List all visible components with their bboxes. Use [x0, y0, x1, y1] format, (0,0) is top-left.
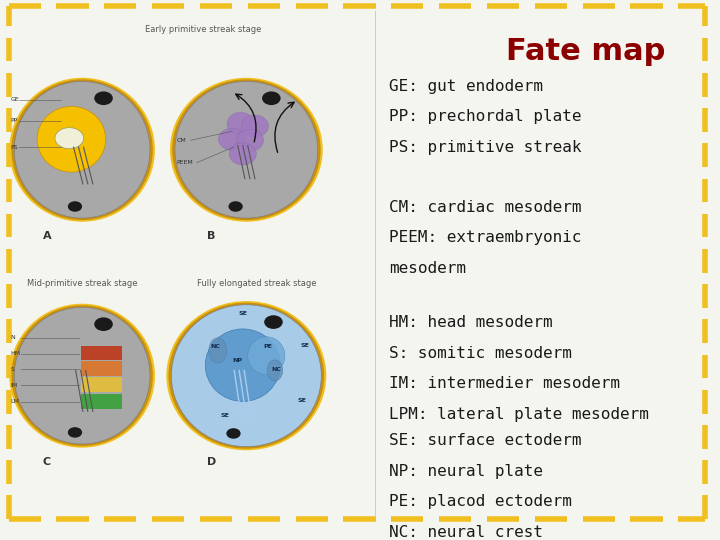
Bar	[81, 361, 122, 376]
Circle shape	[68, 201, 82, 212]
Ellipse shape	[229, 143, 256, 165]
Ellipse shape	[9, 303, 155, 448]
Ellipse shape	[267, 360, 283, 381]
Text: PP: prechordal plate: PP: prechordal plate	[389, 109, 582, 124]
Text: GE: GE	[11, 97, 19, 102]
Text: NC: neural crest: NC: neural crest	[389, 525, 543, 540]
Text: B: B	[207, 232, 215, 241]
Text: CM: CM	[176, 138, 186, 143]
Text: Early primitive streak stage: Early primitive streak stage	[145, 24, 261, 33]
Ellipse shape	[248, 337, 285, 375]
Bar	[81, 394, 122, 409]
Text: Mid-primitive streak stage: Mid-primitive streak stage	[27, 279, 138, 288]
Circle shape	[55, 127, 84, 149]
Ellipse shape	[236, 129, 264, 151]
Text: S: S	[11, 367, 14, 372]
Circle shape	[226, 428, 240, 438]
Ellipse shape	[209, 338, 227, 363]
Text: PEEM: extraembryonic: PEEM: extraembryonic	[389, 230, 582, 245]
Circle shape	[228, 201, 243, 212]
Text: D: D	[207, 457, 216, 467]
Text: PS: primitive streak: PS: primitive streak	[389, 140, 582, 155]
Text: Fate map: Fate map	[506, 37, 665, 66]
Ellipse shape	[37, 106, 106, 172]
Text: NP: neural plate: NP: neural plate	[389, 464, 543, 479]
Bar	[81, 346, 122, 360]
Circle shape	[94, 91, 113, 105]
Text: A: A	[43, 232, 51, 241]
Text: PP: PP	[11, 118, 18, 123]
Text: SE: SE	[238, 311, 247, 316]
Text: CM: cardiac mesoderm: CM: cardiac mesoderm	[389, 200, 582, 215]
Ellipse shape	[166, 301, 326, 450]
Text: NC: NC	[271, 367, 282, 372]
Ellipse shape	[14, 82, 150, 218]
Text: N: N	[11, 335, 15, 340]
Ellipse shape	[175, 82, 318, 218]
Text: NP: NP	[233, 359, 243, 363]
Ellipse shape	[218, 128, 246, 150]
Text: Fully elongated streak stage: Fully elongated streak stage	[197, 279, 317, 288]
Ellipse shape	[171, 305, 321, 447]
Text: S: somitic mesoderm: S: somitic mesoderm	[389, 346, 572, 361]
Text: PEEM: PEEM	[176, 160, 193, 165]
Ellipse shape	[9, 78, 155, 222]
Text: LM: LM	[11, 400, 19, 404]
Text: SE: surface ectoderm: SE: surface ectoderm	[389, 434, 582, 448]
Text: IM: IM	[11, 383, 18, 388]
Circle shape	[94, 318, 113, 331]
Text: PE: placod ectoderm: PE: placod ectoderm	[389, 495, 572, 509]
Ellipse shape	[14, 307, 150, 444]
Bar	[81, 377, 122, 392]
Text: HM: HM	[11, 351, 21, 356]
Text: LPM: lateral plate mesoderm: LPM: lateral plate mesoderm	[389, 407, 649, 422]
Circle shape	[68, 427, 82, 438]
Text: mesoderm: mesoderm	[389, 261, 466, 275]
Ellipse shape	[12, 79, 153, 220]
Ellipse shape	[12, 305, 153, 446]
Ellipse shape	[172, 79, 320, 220]
Ellipse shape	[241, 115, 269, 137]
Text: NC: NC	[210, 345, 220, 349]
Text: SE: SE	[220, 413, 230, 417]
Text: SE: SE	[300, 343, 310, 348]
Text: HM: head mesoderm: HM: head mesoderm	[389, 315, 553, 330]
Text: C: C	[43, 457, 51, 467]
Ellipse shape	[227, 112, 254, 134]
Text: GE: gut endoderm: GE: gut endoderm	[389, 79, 543, 94]
Text: IM: intermedier mesoderm: IM: intermedier mesoderm	[389, 376, 620, 391]
Ellipse shape	[205, 329, 280, 401]
Ellipse shape	[170, 78, 323, 222]
Text: PS: PS	[11, 145, 18, 150]
Ellipse shape	[168, 302, 324, 449]
Circle shape	[264, 315, 283, 329]
Circle shape	[262, 91, 281, 105]
Text: SE: SE	[297, 399, 307, 403]
Text: PE: PE	[264, 345, 272, 349]
